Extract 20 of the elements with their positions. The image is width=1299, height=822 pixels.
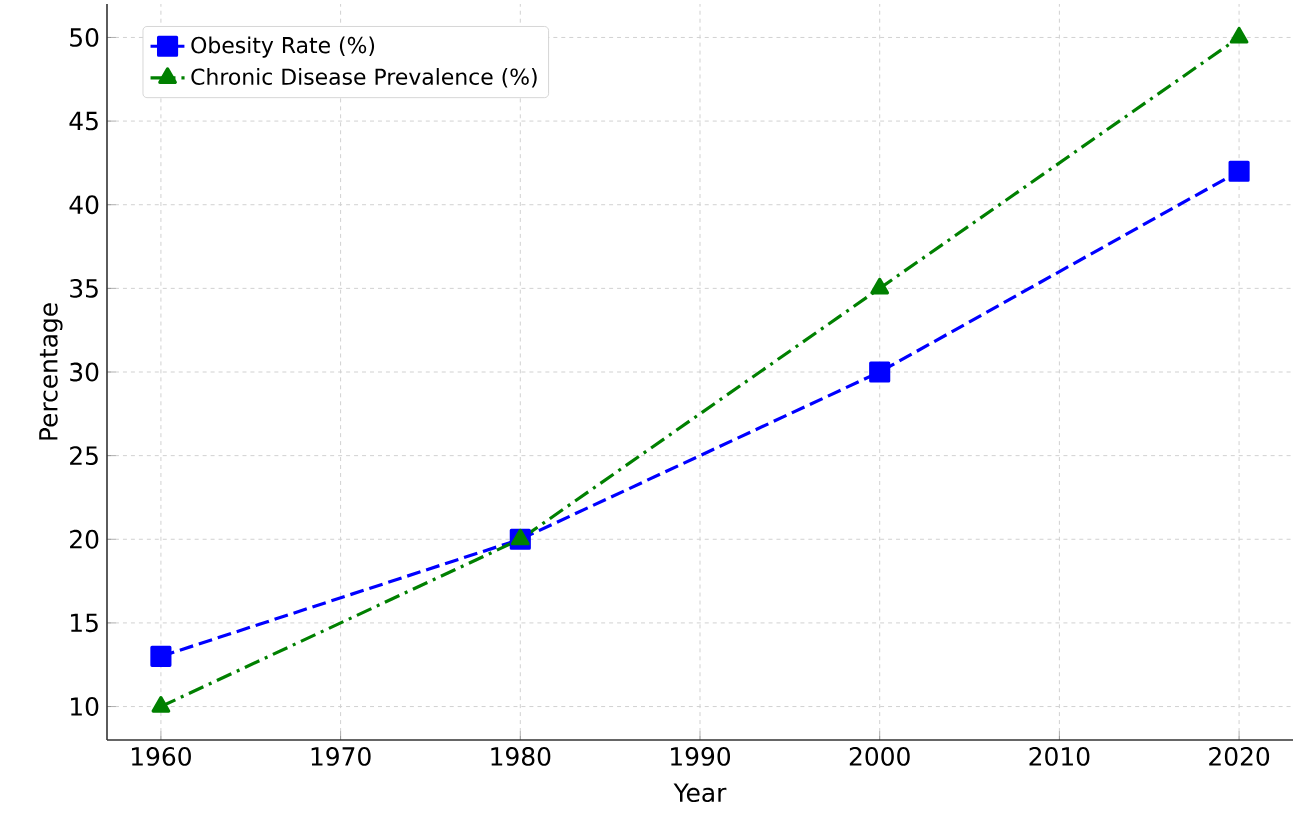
- x-axis-title: Year: [673, 783, 727, 803]
- x-tick-label: 1980: [491, 747, 551, 766]
- legend-label: Chronic Disease Prevalence (%): [191, 68, 537, 88]
- x-tick-label: 2020: [1209, 747, 1270, 766]
- legend-label: Obesity Rate (%): [191, 36, 375, 58]
- y-tick-label: 40: [69, 195, 99, 215]
- y-tick-label: 30: [70, 362, 99, 382]
- y-tick-label: 20: [70, 529, 99, 549]
- x-tick-label: 2010: [1029, 747, 1090, 766]
- y-axis-title: Percentage: [39, 303, 63, 440]
- y-tick-label: 35: [70, 278, 98, 298]
- x-tick-label: 1990: [671, 747, 731, 766]
- y-tick-label: 10: [71, 697, 99, 716]
- x-tick-label: 1970: [311, 747, 371, 766]
- x-tick-label: 2000: [849, 747, 910, 766]
- y-tick-label: 45: [69, 111, 98, 131]
- x-tick-label: 1960: [131, 747, 191, 766]
- y-tick-label: 15: [71, 613, 98, 633]
- y-tick-label: 25: [70, 446, 98, 466]
- y-tick-label: 50: [70, 28, 99, 47]
